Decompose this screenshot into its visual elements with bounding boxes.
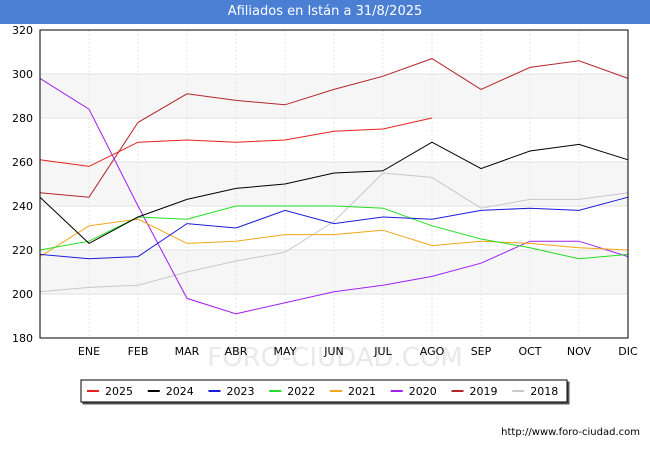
y-tick-label: 260 — [12, 156, 33, 169]
plot-frame — [39, 29, 629, 339]
series-line-2018 — [39, 172, 629, 293]
series-line-2024 — [39, 141, 629, 245]
x-tick-label: JUL — [373, 345, 392, 358]
x-tick-label: NOV — [567, 345, 592, 358]
y-tick-label: 280 — [12, 112, 33, 125]
source-url[interactable]: http://www.foro-ciudad.com — [501, 427, 640, 438]
series-line-2019 — [39, 58, 629, 198]
watermark: FORO-CIUDAD.COM — [207, 343, 463, 373]
chart-title: Afiliados en Istán a 31/8/2025 — [0, 0, 650, 24]
legend-label-2021: 2021 — [348, 385, 376, 398]
y-tick-label: 200 — [12, 288, 33, 301]
y-tick-label: 180 — [12, 332, 33, 345]
x-tick-label: OCT — [518, 345, 541, 358]
y-tick-label: 220 — [12, 244, 33, 257]
x-tick-label: ABR — [225, 345, 248, 358]
x-tick-label: SEP — [471, 345, 492, 358]
legend-label-2020: 2020 — [409, 385, 437, 398]
x-tick-label: JUN — [323, 345, 344, 358]
legend-label-2023: 2023 — [227, 385, 255, 398]
y-tick-label: 240 — [12, 200, 33, 213]
x-tick-label: MAR — [175, 345, 200, 358]
x-tick-label: AGO — [420, 345, 445, 358]
legend-label-2022: 2022 — [287, 385, 315, 398]
x-tick-label: FEB — [128, 345, 149, 358]
x-tick-label: MAY — [274, 345, 297, 358]
legend-box — [80, 379, 568, 403]
y-tick-label: 320 — [12, 24, 33, 37]
series-line-2025 — [39, 117, 433, 167]
x-tick-label: ENE — [78, 345, 100, 358]
x-tick-label: DIC — [618, 345, 638, 358]
legend-label-2024: 2024 — [166, 385, 194, 398]
y-tick-label: 300 — [12, 68, 33, 81]
legend-label-2018: 2018 — [530, 385, 558, 398]
series-line-2023 — [39, 196, 629, 260]
series-line-2020 — [39, 77, 629, 315]
series-line-2021 — [39, 218, 629, 258]
legend-label-2025: 2025 — [105, 385, 133, 398]
legend-label-2019: 2019 — [470, 385, 498, 398]
